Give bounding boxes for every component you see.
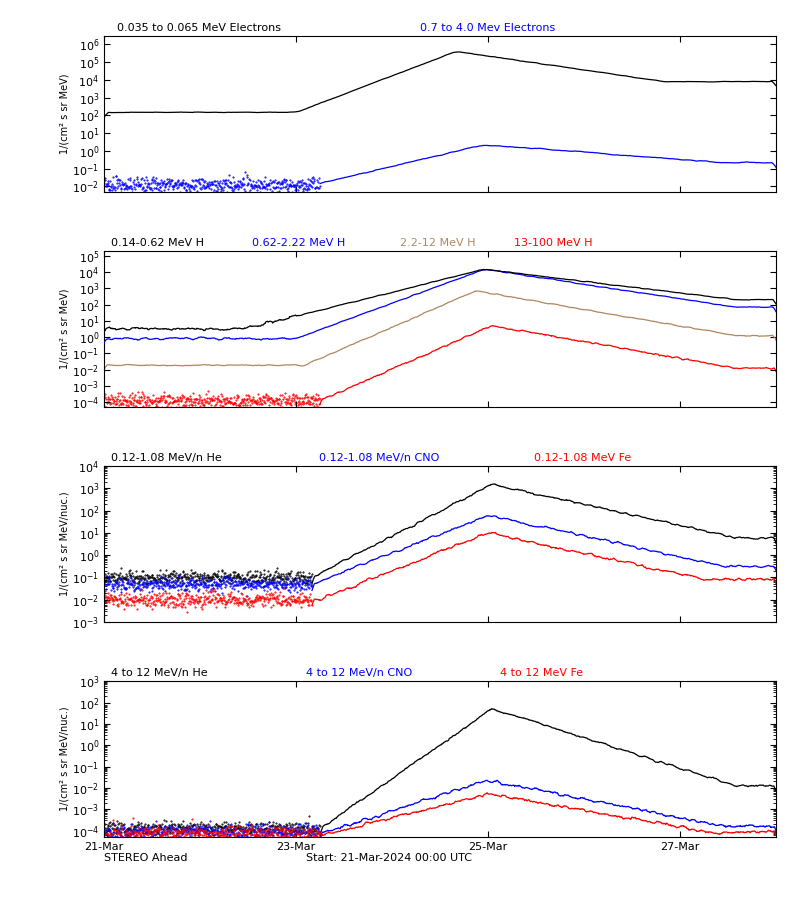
Text: 0.035 to 0.065 MeV Electrons: 0.035 to 0.065 MeV Electrons	[118, 22, 282, 33]
Text: STEREO Ahead: STEREO Ahead	[104, 852, 187, 862]
Text: 13-100 MeV H: 13-100 MeV H	[514, 238, 593, 248]
Y-axis label: 1/(cm² s sr MeV): 1/(cm² s sr MeV)	[59, 74, 70, 154]
Text: 0.14-0.62 MeV H: 0.14-0.62 MeV H	[110, 238, 204, 248]
Y-axis label: 1/(cm² s sr MeV/nuc.): 1/(cm² s sr MeV/nuc.)	[59, 491, 70, 597]
Y-axis label: 1/(cm² s sr MeV): 1/(cm² s sr MeV)	[59, 289, 69, 369]
Y-axis label: 1/(cm² s sr MeV/nuc.): 1/(cm² s sr MeV/nuc.)	[59, 706, 69, 812]
Text: Start: 21-Mar-2024 00:00 UTC: Start: 21-Mar-2024 00:00 UTC	[306, 852, 472, 862]
Text: 0.12-1.08 MeV/n He: 0.12-1.08 MeV/n He	[110, 453, 222, 463]
Text: 4 to 12 MeV/n He: 4 to 12 MeV/n He	[110, 668, 207, 678]
Text: 0.12-1.08 MeV Fe: 0.12-1.08 MeV Fe	[534, 453, 631, 463]
Text: 0.62-2.22 MeV H: 0.62-2.22 MeV H	[252, 238, 345, 248]
Text: 2.2-12 MeV H: 2.2-12 MeV H	[400, 238, 475, 248]
Text: 0.7 to 4.0 Mev Electrons: 0.7 to 4.0 Mev Electrons	[420, 22, 555, 33]
Text: 4 to 12 MeV/n CNO: 4 to 12 MeV/n CNO	[306, 668, 412, 678]
Text: 0.12-1.08 MeV/n CNO: 0.12-1.08 MeV/n CNO	[319, 453, 439, 463]
Text: 4 to 12 MeV Fe: 4 to 12 MeV Fe	[501, 668, 584, 678]
